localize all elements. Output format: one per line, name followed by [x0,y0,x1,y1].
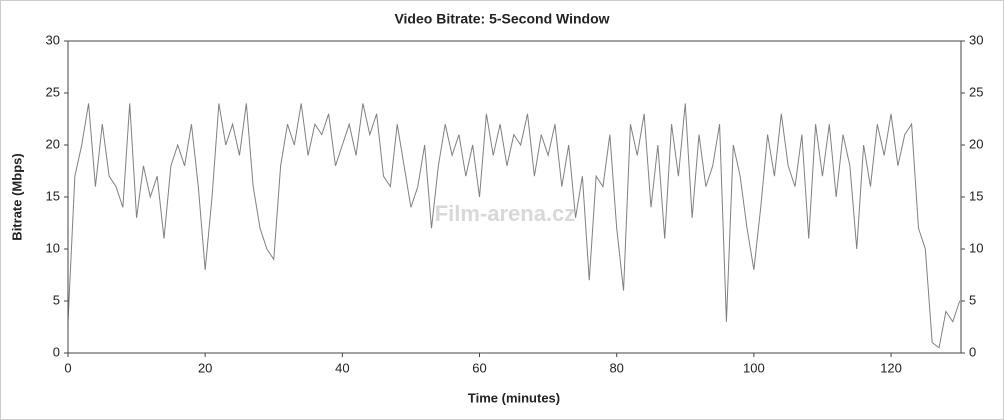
y-tick-label: 10 [46,240,60,255]
x-tick-label: 120 [880,360,902,375]
y-tick-label: 0 [53,344,60,359]
y2-tick-label: 10 [969,240,983,255]
x-tick-label: 20 [198,360,212,375]
y-axis-title: Bitrate (Mbps) [9,153,24,240]
watermark: Film-arena.cz [435,201,576,226]
y2-tick-label: 5 [969,292,976,307]
y-tick-label: 25 [46,84,60,99]
plot-area [67,40,962,354]
x-tick-label: 80 [609,360,623,375]
y2-tick-label: 15 [969,188,983,203]
x-tick-label: 100 [743,360,765,375]
y2-tick-label: 30 [969,32,983,47]
x-axis-title: Time (minutes) [468,390,560,405]
bitrate-line [67,103,961,349]
y2-tick-label: 0 [969,344,976,359]
x-tick-label: 0 [64,360,71,375]
x-tick-label: 60 [472,360,486,375]
y-tick-label: 5 [53,292,60,307]
chart-title: Video Bitrate: 5-Second Window [394,11,609,27]
y-tick-label: 20 [46,136,60,151]
y-tick-label: 30 [46,32,60,47]
y2-tick-label: 20 [969,136,983,151]
x-tick-label: 40 [335,360,349,375]
y-tick-label: 15 [46,188,60,203]
y2-tick-label: 25 [969,84,983,99]
